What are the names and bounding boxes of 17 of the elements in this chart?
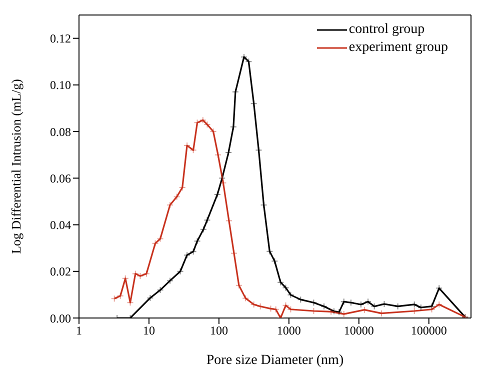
- y-tick-label: 0.10: [50, 78, 71, 92]
- x-tick-label: 10000: [344, 324, 374, 338]
- y-axis-title: Log Differential Intrusion (mL/g): [8, 79, 24, 254]
- x-tick-label: 100: [210, 324, 228, 338]
- legend-label: experiment group: [348, 40, 448, 56]
- y-tick-label: 0.12: [50, 32, 71, 46]
- x-tick-label: 10: [142, 324, 155, 338]
- legend-label: control group: [348, 22, 425, 38]
- x-tick-label: 100000: [410, 324, 447, 338]
- y-tick-label: 0.04: [50, 218, 71, 232]
- x-axis-title: Pore size Diameter (nm): [206, 353, 344, 368]
- y-tick-label: 0.06: [50, 171, 71, 186]
- x-tick-label: 1: [76, 324, 82, 338]
- y-tick-label: 0.08: [50, 124, 71, 139]
- x-tick-label: 1000: [276, 324, 301, 338]
- y-tick-label: 0.02: [50, 264, 71, 279]
- y-tick-label: 0.00: [50, 311, 71, 326]
